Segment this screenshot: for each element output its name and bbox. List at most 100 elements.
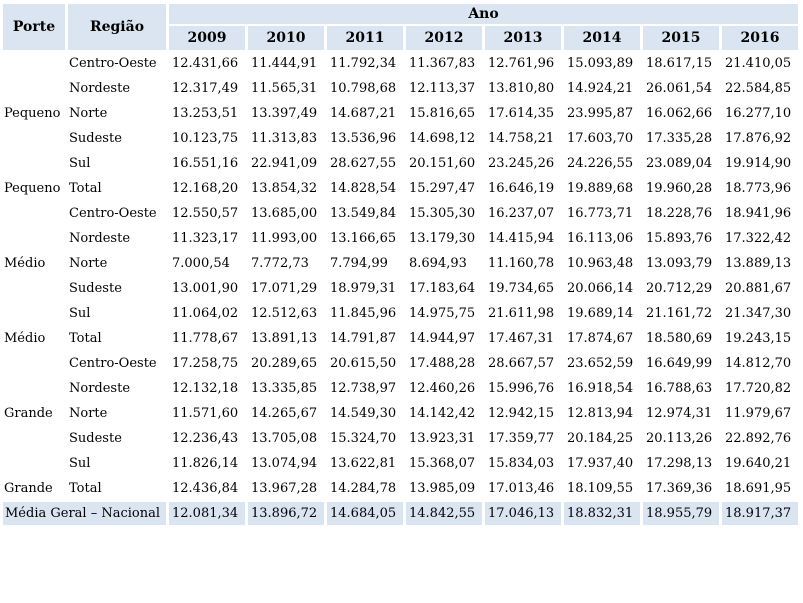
col-header-year-2015: 2015 (643, 26, 719, 50)
value-cell: 13.093,79 (646, 256, 713, 271)
value-cell: 8.694,93 (409, 256, 467, 271)
value-cell: 13.536,96 (330, 131, 397, 146)
value-cell: 21.611,98 (488, 306, 555, 321)
value-cell: 17.298,13 (646, 456, 713, 471)
value-cell: 17.874,67 (567, 331, 634, 346)
data-row: Sul 16.551,16 22.941,09 28.627,55 20.151,60 2… (3, 152, 798, 175)
value-cell: 18.979,31 (330, 281, 397, 296)
total-row: Grande Total 12.436,84 13.967,28 14.284,78 13… (3, 477, 798, 500)
porte-cell (3, 77, 65, 100)
value-cell: 24.226,55 (567, 156, 634, 171)
value-cell: 14.284,78 (330, 481, 397, 496)
value-cell: 13.854,32 (251, 181, 318, 196)
value-cell: 23.089,04 (646, 156, 713, 171)
data-row: Nordeste 12.317,49 11.565,31 10.798,68 12.11… (3, 77, 798, 100)
value-cell: 18.941,96 (725, 206, 792, 221)
value-cell: 13.074,94 (251, 456, 318, 471)
data-row: Sudeste 13.001,90 17.071,29 18.979,31 17.183… (3, 277, 798, 300)
regiao-cell: Sul (69, 306, 91, 321)
value-cell: 19.689,14 (567, 306, 634, 321)
value-cell: 11.792,34 (330, 56, 397, 71)
value-cell: 11.571,60 (172, 406, 239, 421)
value-cell: 7.000,54 (172, 256, 230, 271)
footer-value-cell: 14.684,05 (327, 502, 403, 525)
footer-row: Média Geral – Nacional 12.081,34 13.896,72… (3, 502, 799, 525)
value-cell: 13.253,51 (172, 106, 239, 121)
regiao-cell: Sudeste (69, 431, 122, 446)
porte-cell: Médio (4, 331, 46, 346)
data-row: Sudeste 10.123,75 11.313,83 13.536,96 14.698… (3, 127, 798, 150)
value-cell: 20.066,14 (567, 281, 634, 296)
value-cell: 13.166,65 (330, 231, 397, 246)
value-cell: 13.705,08 (251, 431, 318, 446)
regiao-cell: Norte (69, 256, 108, 271)
value-cell: 17.183,64 (409, 281, 476, 296)
regiao-cell: Centro-Oeste (69, 356, 157, 371)
value-cell: 19.734,65 (488, 281, 555, 296)
porte-cell: Pequeno (4, 181, 61, 196)
value-cell: 15.093,89 (567, 56, 634, 71)
value-cell: 17.488,28 (409, 356, 476, 371)
value-cell: 19.889,68 (567, 181, 634, 196)
value-cell: 14.791,87 (330, 331, 397, 346)
value-cell: 20.151,60 (409, 156, 476, 171)
value-cell: 12.113,37 (409, 81, 476, 96)
value-cell: 20.113,26 (646, 431, 713, 446)
porte-cell (3, 52, 65, 75)
value-cell: 17.335,28 (646, 131, 713, 146)
value-cell: 12.942,15 (488, 406, 555, 421)
value-cell: 28.667,57 (488, 356, 555, 371)
value-cell: 12.431,66 (172, 56, 239, 71)
value-cell: 18.773,96 (725, 181, 792, 196)
data-row: Nordeste 11.323,17 11.993,00 13.166,65 13.17… (3, 227, 798, 250)
value-cell: 22.584,85 (725, 81, 792, 96)
value-cell: 11.845,96 (330, 306, 397, 321)
porte-cell (3, 277, 65, 300)
footer-value-cell: 18.832,31 (564, 502, 640, 525)
value-cell: 17.369,36 (646, 481, 713, 496)
porte-cell (3, 427, 65, 450)
col-header-regiao: Região (68, 4, 166, 50)
col-header-year-2011: 2011 (327, 26, 403, 50)
porte-cell (3, 302, 65, 325)
value-cell: 14.944,97 (409, 331, 476, 346)
value-cell: 13.810,80 (488, 81, 555, 96)
porte-cell: Médio (4, 256, 46, 271)
value-cell: 19.640,21 (725, 456, 792, 471)
regiao-cell: Nordeste (69, 81, 131, 96)
value-cell: 22.941,09 (251, 156, 318, 171)
value-cell: 15.368,07 (409, 456, 476, 471)
value-cell: 21.347,30 (725, 306, 792, 321)
value-cell: 11.444,91 (251, 56, 318, 71)
value-cell: 16.773,71 (567, 206, 634, 221)
data-row: Sudeste 12.236,43 13.705,08 15.324,70 13.923… (3, 427, 798, 450)
porte-cell: Pequeno (4, 106, 61, 121)
value-cell: 12.436,84 (172, 481, 239, 496)
porte-cell (3, 127, 65, 150)
header-row-groups: Porte Região Ano (3, 4, 799, 50)
col-header-year-2016: 2016 (722, 26, 799, 50)
porte-cell (3, 152, 65, 175)
regiao-cell: Norte (69, 106, 108, 121)
value-cell: 12.761,96 (488, 56, 555, 71)
footer-value-cell: 18.917,37 (722, 502, 799, 525)
value-cell: 13.967,28 (251, 481, 318, 496)
regiao-cell: Sudeste (69, 131, 122, 146)
value-cell: 11.367,83 (409, 56, 476, 71)
value-cell: 12.512,63 (251, 306, 318, 321)
value-cell: 12.974,31 (646, 406, 713, 421)
value-cell: 17.720,82 (725, 381, 792, 396)
value-cell: 12.460,26 (409, 381, 476, 396)
value-cell: 17.614,35 (488, 106, 555, 121)
col-header-ano: Ano (169, 4, 799, 24)
value-cell: 17.071,29 (251, 281, 318, 296)
value-cell: 17.322,42 (725, 231, 792, 246)
regiao-cell: Sul (69, 456, 91, 471)
regiao-cell: Centro-Oeste (69, 56, 157, 71)
value-cell: 18.228,76 (646, 206, 713, 221)
value-cell: 18.691,95 (725, 481, 792, 496)
value-cell: 20.615,50 (330, 356, 397, 371)
value-cell: 13.622,81 (330, 456, 397, 471)
value-cell: 19.914,90 (725, 156, 792, 171)
porte-cell: Grande (4, 481, 53, 496)
